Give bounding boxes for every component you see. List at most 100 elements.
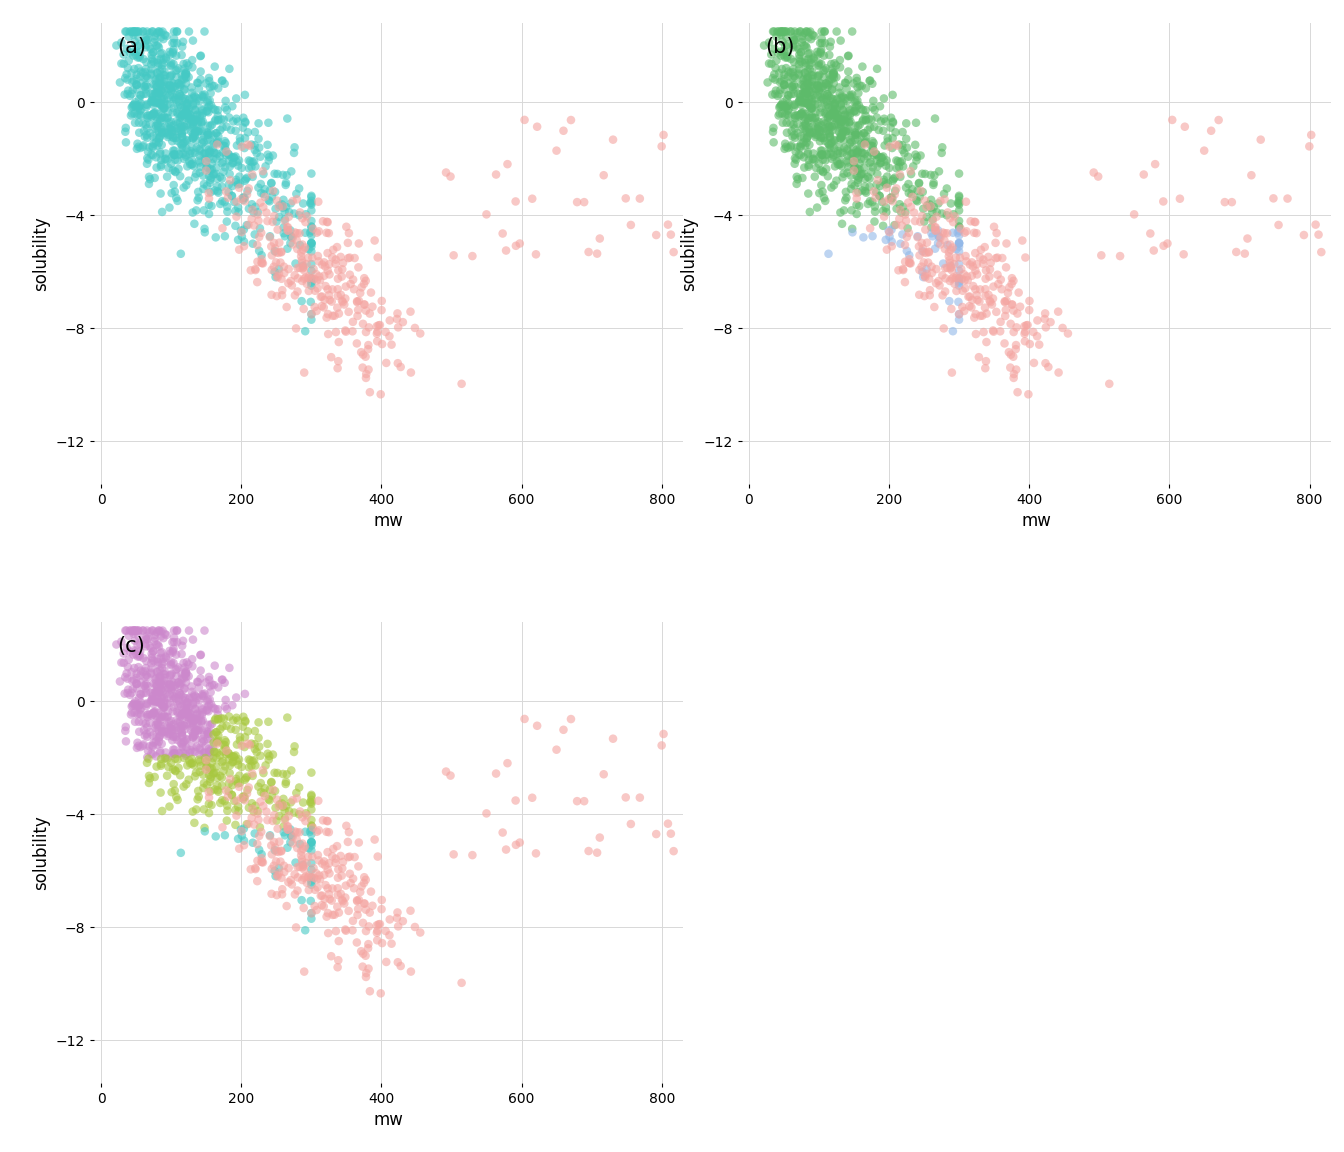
Point <box>142 44 164 62</box>
Point <box>169 766 191 785</box>
Point <box>301 194 323 212</box>
Point <box>188 79 210 98</box>
Point <box>939 251 961 270</box>
Point <box>657 814 679 833</box>
Point <box>172 92 194 111</box>
Point <box>185 737 207 756</box>
Point <box>829 51 851 69</box>
Point <box>836 146 857 165</box>
Point <box>191 100 212 119</box>
Point <box>832 128 853 146</box>
Point <box>172 134 194 152</box>
Point <box>362 896 383 915</box>
Point <box>259 827 281 846</box>
Point <box>148 636 169 654</box>
Point <box>142 674 164 692</box>
Point <box>294 838 316 856</box>
Point <box>145 692 167 711</box>
Point <box>234 791 255 810</box>
Point <box>132 736 153 755</box>
Point <box>261 237 282 256</box>
Point <box>784 96 805 114</box>
Point <box>841 202 863 220</box>
Point <box>284 204 305 222</box>
Point <box>145 71 167 90</box>
Point <box>157 128 179 146</box>
Point <box>136 719 157 737</box>
Point <box>917 207 938 226</box>
Point <box>763 66 785 84</box>
Point <box>778 94 800 113</box>
Point <box>312 811 333 829</box>
Point <box>855 183 876 202</box>
Point <box>241 734 262 752</box>
Point <box>106 635 128 653</box>
Point <box>832 122 853 141</box>
Point <box>196 126 218 144</box>
Point <box>196 123 218 142</box>
Point <box>301 237 323 256</box>
Point <box>317 924 339 942</box>
Point <box>231 190 253 209</box>
Point <box>797 69 818 88</box>
Point <box>110 33 132 52</box>
Point <box>331 286 352 304</box>
Point <box>801 51 823 69</box>
Point <box>152 203 173 221</box>
Point <box>292 235 313 253</box>
Point <box>226 708 247 727</box>
Point <box>153 51 175 69</box>
Point <box>181 154 203 173</box>
Point <box>913 253 934 272</box>
Point <box>152 682 173 700</box>
Point <box>137 668 159 687</box>
Point <box>194 202 215 220</box>
Point <box>188 788 210 806</box>
Point <box>226 89 247 107</box>
Point <box>855 101 876 120</box>
Point <box>142 146 164 165</box>
Point <box>813 46 835 65</box>
Point <box>167 22 188 40</box>
Point <box>775 137 797 156</box>
Point <box>789 91 810 109</box>
Point <box>278 802 300 820</box>
Point <box>250 223 271 242</box>
Point <box>138 115 160 134</box>
Point <box>173 659 195 677</box>
Point <box>276 775 297 794</box>
Point <box>146 63 168 82</box>
Point <box>1001 295 1023 313</box>
Point <box>173 118 195 136</box>
Point <box>133 85 155 104</box>
Point <box>777 138 798 157</box>
Point <box>171 723 192 742</box>
Point <box>325 250 347 268</box>
Point <box>110 54 132 73</box>
Point <box>177 705 199 723</box>
Point <box>840 132 862 151</box>
Point <box>152 723 173 742</box>
Point <box>206 733 227 751</box>
Point <box>335 888 356 907</box>
Point <box>368 915 390 933</box>
Point <box>122 25 144 44</box>
Point <box>293 300 314 318</box>
Point <box>358 939 379 957</box>
Point <box>941 300 962 318</box>
Point <box>995 293 1016 311</box>
Point <box>180 714 202 733</box>
Point <box>242 764 263 782</box>
Point <box>840 104 862 122</box>
Point <box>828 78 849 97</box>
Point <box>177 94 199 113</box>
Point <box>802 50 824 68</box>
Point <box>304 281 325 300</box>
Point <box>243 217 265 235</box>
Point <box>121 85 142 104</box>
Point <box>358 336 379 355</box>
Point <box>930 192 952 211</box>
Point <box>254 180 276 198</box>
Point <box>163 44 184 62</box>
Point <box>161 82 183 100</box>
